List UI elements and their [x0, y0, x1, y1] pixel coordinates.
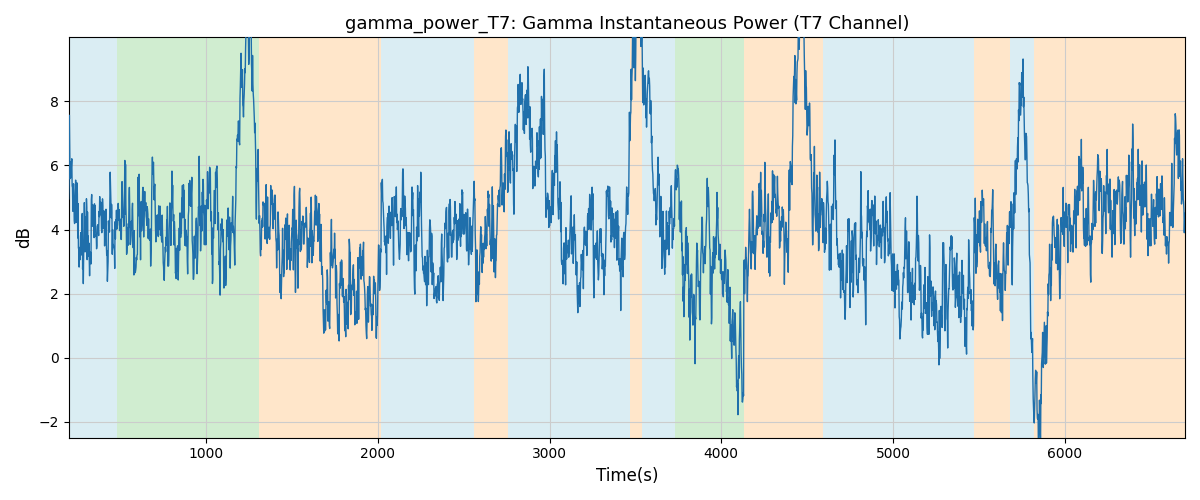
Bar [744, 38, 823, 438]
Bar [630, 38, 642, 438]
Bar [973, 38, 1010, 438]
Bar [474, 38, 509, 438]
X-axis label: Time(s): Time(s) [595, 467, 658, 485]
Bar [674, 38, 744, 438]
Bar [382, 38, 474, 438]
Bar [1034, 38, 1186, 438]
Bar [259, 38, 382, 438]
Bar [1010, 38, 1034, 438]
Y-axis label: dB: dB [16, 226, 34, 248]
Bar [642, 38, 674, 438]
Bar [509, 38, 630, 438]
Bar [116, 38, 259, 438]
Bar [823, 38, 973, 438]
Bar [68, 38, 116, 438]
Title: gamma_power_T7: Gamma Instantaneous Power (T7 Channel): gamma_power_T7: Gamma Instantaneous Powe… [344, 15, 910, 34]
